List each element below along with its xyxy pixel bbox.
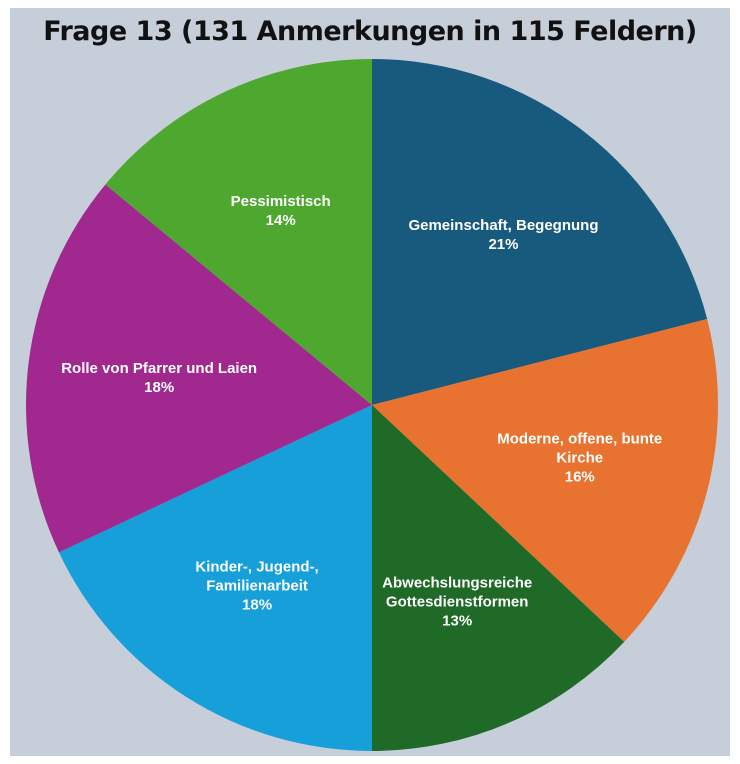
- pie-slice: [25, 184, 372, 553]
- value-label: 13%: [442, 612, 473, 630]
- value-label: 21%: [488, 236, 519, 254]
- slice-label: Pessimistisch 14%: [181, 192, 381, 230]
- slice-label: Rolle von Pfarrer und Laien 18%: [59, 359, 259, 397]
- slice-label: Gemeinschaft, Begegnung 21%: [383, 216, 623, 254]
- value-label: 18%: [144, 379, 175, 397]
- slice-label: Kinder-, Jugend-, Familienarbeit 18%: [172, 558, 342, 615]
- value-label: 18%: [242, 596, 273, 614]
- value-label: 16%: [564, 468, 595, 486]
- pie-slice: [372, 405, 625, 751]
- category-label: Gemeinschaft, Begegnung: [408, 217, 599, 235]
- category-label: Kinder-, Jugend-, Familienarbeit: [195, 558, 319, 595]
- pie-slice: [58, 405, 372, 751]
- value-label: 14%: [265, 211, 296, 229]
- category-label: Moderne, offene, bunte Kirche: [497, 430, 663, 467]
- category-label: Rolle von Pfarrer und Laien: [61, 360, 258, 378]
- category-label: Pessimistisch: [230, 192, 331, 210]
- slice-label: Abwechslungsreiche Gottesdienstformen 13%: [347, 573, 567, 630]
- pie-slice: [372, 318, 718, 642]
- slice-label: Moderne, offene, bunte Kirche 16%: [480, 430, 680, 487]
- pie-slice: [372, 59, 708, 405]
- chart-title: Frage 13 (131 Anmerkungen in 115 Feldern…: [43, 16, 697, 47]
- category-label: Abwechslungsreiche Gottesdienstformen: [382, 574, 533, 611]
- pie-slice: [105, 59, 373, 405]
